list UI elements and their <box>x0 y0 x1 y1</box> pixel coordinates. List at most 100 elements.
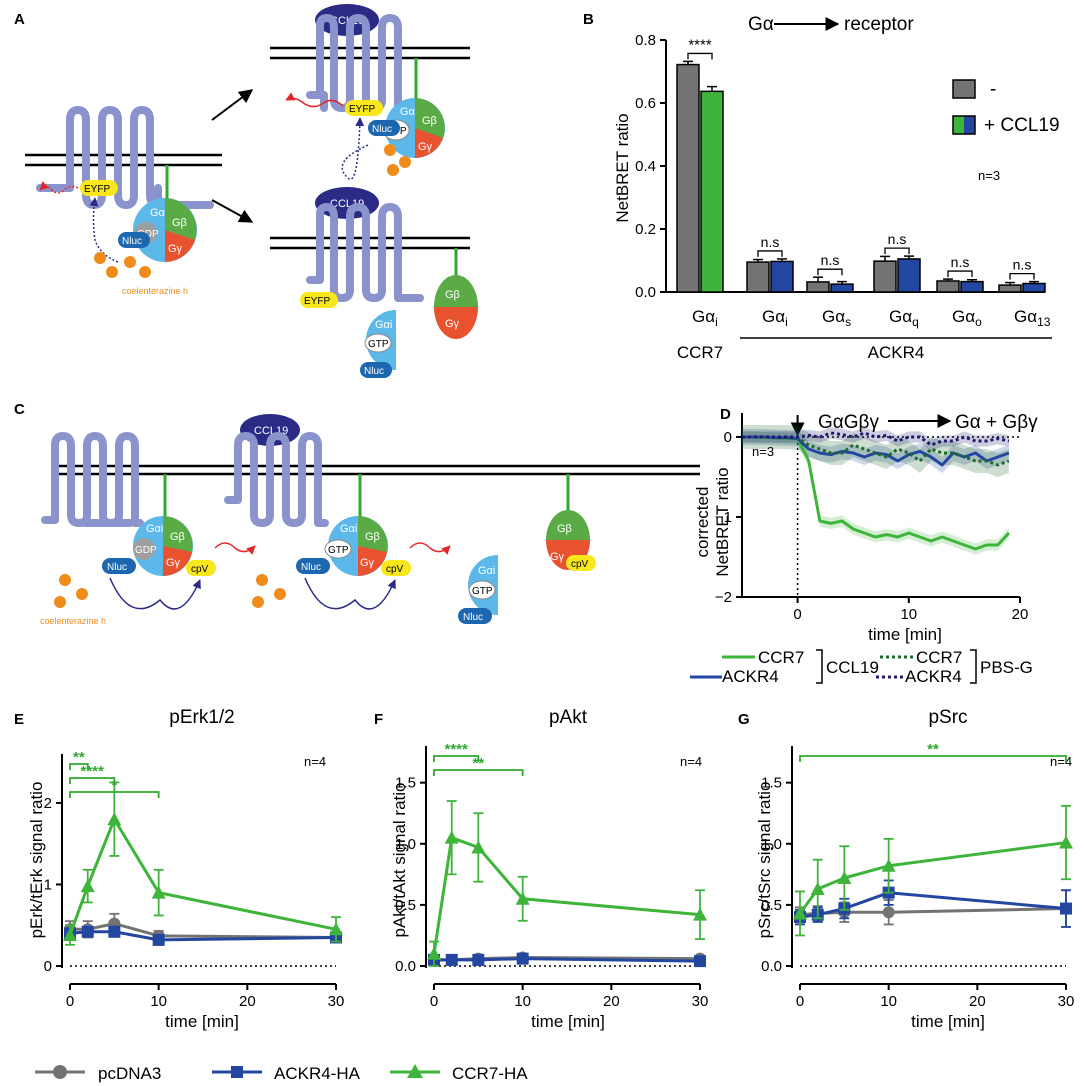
significance-bracket <box>799 755 1067 762</box>
substrate-dot <box>106 266 118 278</box>
substrate-dot <box>387 164 399 176</box>
point-ccr7-ha <box>63 928 77 942</box>
series-line-ackr4-pbs-g <box>742 431 1010 447</box>
eyfp-tag <box>80 180 118 196</box>
chart-g-ylabel: pSrc/tSrc signal ratio <box>755 782 774 939</box>
chart-b-ytick-label: 0.2 <box>635 221 656 238</box>
gbeta-text: Gβ <box>445 289 460 301</box>
nluc-tag <box>118 232 150 248</box>
bar-CCL19-0 <box>700 90 724 293</box>
chart-b-legend: - + CCL19 <box>952 79 1060 136</box>
chart-d-ylabel-1: corrected <box>693 487 712 558</box>
chart-e-title: pErk1/2 <box>169 707 234 728</box>
cpv-tag <box>566 555 596 571</box>
point-ackr4-ha <box>152 933 165 946</box>
gbeta-text: Gβ <box>422 115 437 127</box>
bar-CCL19-2 <box>830 283 854 293</box>
legend-bracket <box>816 649 823 684</box>
substrate-dot <box>59 574 71 586</box>
legend-swatch-ccl19-green <box>953 116 964 134</box>
chart-d-xtick-label: 20 <box>1012 606 1029 623</box>
chartE-ytick-label: 0 <box>44 958 52 975</box>
gtp-bound <box>324 539 352 559</box>
significance-bracket <box>69 763 89 770</box>
cpv-text: cpV <box>386 564 404 575</box>
nluc-tag <box>102 558 136 574</box>
chartE-xtick-label: 10 <box>150 993 167 1010</box>
point-ccr7-ha <box>427 946 441 960</box>
eyfp-text: EYFP <box>304 296 330 307</box>
eyfp-tag <box>300 292 338 308</box>
chart-d-xtick-label: 10 <box>900 606 917 623</box>
panel-c-label: C <box>14 401 25 418</box>
significance-label: * <box>111 777 117 794</box>
substrate-label: coelenterazine h <box>122 286 188 296</box>
point-ccr7-ha <box>151 885 166 899</box>
panel-b-label: B <box>583 11 594 28</box>
energy-transfer-arrow <box>109 577 201 610</box>
panel-a-diagram: A Gα Gβ Gγ GDP Nluc EYFP coelenterazine … <box>14 4 478 378</box>
panel-d-label: D <box>720 406 731 423</box>
gbeta-subunit <box>434 275 478 307</box>
chart-d-ytick-label: −2 <box>715 589 732 606</box>
gbeta-subunit <box>546 510 590 540</box>
chart-b-n: n=3 <box>978 168 1000 183</box>
ggamma-text: Gγ <box>360 557 375 569</box>
chartG-ytick-label: 0.0 <box>761 958 782 975</box>
gbeta-text: Gβ <box>170 531 185 543</box>
chart-d-ytick-label: −1 <box>715 509 732 526</box>
substrate-dot <box>256 574 268 586</box>
bar-CCL19-3 <box>897 258 921 293</box>
gdp-text: GDP <box>137 229 159 240</box>
chart-b-ytick-label: 0.6 <box>635 95 656 112</box>
chart-b-xtick-label: Gαs <box>822 307 851 329</box>
point-ackr4-ha <box>81 925 94 938</box>
significance-bracket <box>757 250 783 257</box>
legend-swatch-ccl19-blue <box>964 116 975 134</box>
ggamma-text: Gγ <box>168 243 183 255</box>
point-ccr7-ha <box>107 812 122 826</box>
galpha-i-text: Gαi <box>340 523 357 535</box>
point-ackr4-ha <box>1060 902 1072 915</box>
point-ccr7-ha <box>793 906 807 920</box>
ggamma-text: Gγ <box>550 551 565 563</box>
chart-f-title: pAkt <box>549 707 588 728</box>
point-ccr7-ha <box>837 871 852 884</box>
bar--5 <box>998 284 1022 293</box>
chartG-xtick-label: 30 <box>1058 993 1075 1010</box>
chartF-xtick-label: 0 <box>430 993 438 1010</box>
cpv-tag <box>381 560 411 576</box>
energy-transfer-arrow <box>341 117 369 180</box>
chartF-xtick-label: 20 <box>603 993 620 1010</box>
significance-label: n.s <box>821 252 840 268</box>
significance-bracket <box>433 769 524 776</box>
ggamma-subunit <box>163 546 192 576</box>
chartE-ytick-label: 2 <box>44 795 52 812</box>
nluc-text: Nluc <box>301 562 321 573</box>
galpha-i-text: Gαi <box>146 523 163 535</box>
significance-label: n.s <box>888 231 907 247</box>
legend-text-ccr7-pbs: CCR7 <box>916 648 962 667</box>
point-ccr7-ha <box>515 891 530 905</box>
chart-d-ytick-label: 0 <box>724 429 732 446</box>
chart-f-pakt: F pAkt pAkt/tAkt signal ratio time [min]… <box>374 707 708 1031</box>
ggamma-subunit <box>165 230 195 262</box>
point-ccr7-ha <box>80 879 95 893</box>
bret-emission-arrow <box>285 92 344 108</box>
bar--4 <box>936 280 960 293</box>
bottom-legend: pcDNA3 ACKR4-HA CCR7-HA <box>35 1064 528 1083</box>
legend-text-ccr7: CCR7 <box>758 648 804 667</box>
bret-emission-arrow <box>214 542 256 555</box>
legend-text-ccl19: + CCL19 <box>984 115 1060 136</box>
nluc-tag <box>458 608 492 624</box>
point-ccr7-ha <box>881 858 896 872</box>
chartE-ytick-label: 1 <box>44 876 52 893</box>
legend-swatch-minus <box>952 79 976 99</box>
eyfp-tag <box>345 100 383 116</box>
chart-b-ylabel: NetBRET ratio <box>613 113 632 222</box>
point-ackr4-ha <box>445 953 458 966</box>
chartF-xtick-label: 30 <box>692 993 709 1010</box>
receptor-shape <box>306 14 414 112</box>
significance-label: ** <box>927 741 939 758</box>
significance-label: ** <box>472 755 484 772</box>
